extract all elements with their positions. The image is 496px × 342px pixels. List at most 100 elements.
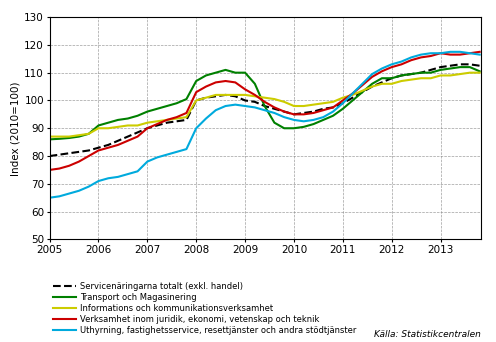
Uthyrning, fastighetsservice, resettjänster och andra stödtjänster (223, 104, 229, 108)
Verksamhet inom juridik, ekonomi, vetenskap och teknik (154, 122, 160, 126)
Verksamhet inom juridik, ekonomi, vetenskap och teknik (184, 111, 189, 115)
Servicenäringarna totalt (exkl. handel) (174, 119, 180, 123)
Informations och kommunikationsverksamhet (76, 133, 82, 137)
Servicenäringarna totalt (exkl. handel) (457, 62, 463, 66)
Informations och kommunikationsverksamhet (86, 132, 92, 136)
Uthyrning, fastighetsservice, resettjänster och andra stödtjänster (428, 51, 434, 55)
Verksamhet inom juridik, ekonomi, vetenskap och teknik (125, 139, 131, 143)
Verksamhet inom juridik, ekonomi, vetenskap och teknik (457, 53, 463, 57)
Uthyrning, fastighetsservice, resettjänster och andra stödtjänster (115, 175, 121, 179)
Servicenäringarna totalt (exkl. handel) (350, 96, 356, 100)
Informations och kommunikationsverksamhet (398, 79, 404, 83)
Servicenäringarna totalt (exkl. handel) (379, 80, 385, 84)
Verksamhet inom juridik, ekonomi, vetenskap och teknik (379, 69, 385, 73)
Servicenäringarna totalt (exkl. handel) (408, 72, 414, 76)
Verksamhet inom juridik, ekonomi, vetenskap och teknik (389, 65, 395, 69)
Transport och Magasinering (86, 132, 92, 136)
Servicenäringarna totalt (exkl. handel) (47, 154, 53, 158)
Transport och Magasinering (242, 70, 248, 75)
Transport och Magasinering (428, 70, 434, 75)
Transport och Magasinering (320, 118, 326, 122)
Transport och Magasinering (379, 76, 385, 80)
Transport och Magasinering (96, 123, 102, 128)
Transport och Magasinering (125, 117, 131, 121)
Servicenäringarna totalt (exkl. handel) (389, 76, 395, 80)
Transport och Magasinering (223, 68, 229, 72)
Servicenäringarna totalt (exkl. handel) (291, 112, 297, 116)
Servicenäringarna totalt (exkl. handel) (320, 107, 326, 111)
Verksamhet inom juridik, ekonomi, vetenskap och teknik (96, 148, 102, 153)
Servicenäringarna totalt (exkl. handel) (115, 139, 121, 143)
Informations och kommunikationsverksamhet (125, 123, 131, 128)
Informations och kommunikationsverksamhet (203, 96, 209, 100)
Transport och Magasinering (203, 74, 209, 78)
Informations och kommunikationsverksamhet (193, 98, 199, 103)
Servicenäringarna totalt (exkl. handel) (360, 90, 366, 94)
Informations och kommunikationsverksamhet (66, 134, 72, 139)
Verksamhet inom juridik, ekonomi, vetenskap och teknik (467, 51, 473, 55)
Informations och kommunikationsverksamhet (232, 93, 238, 97)
Servicenäringarna totalt (exkl. handel) (271, 107, 277, 111)
Servicenäringarna totalt (exkl. handel) (134, 130, 140, 134)
Servicenäringarna totalt (exkl. handel) (125, 134, 131, 139)
Servicenäringarna totalt (exkl. handel) (223, 93, 229, 97)
Uthyrning, fastighetsservice, resettjänster och andra stödtjänster (350, 91, 356, 95)
Verksamhet inom juridik, ekonomi, vetenskap och teknik (350, 91, 356, 95)
Informations och kommunikationsverksamhet (184, 115, 189, 119)
Servicenäringarna totalt (exkl. handel) (428, 68, 434, 72)
Transport och Magasinering (213, 70, 219, 75)
Informations och kommunikationsverksamhet (105, 126, 111, 130)
Uthyrning, fastighetsservice, resettjänster och andra stödtjänster (232, 103, 238, 107)
Uthyrning, fastighetsservice, resettjänster och andra stödtjänster (164, 153, 170, 157)
Servicenäringarna totalt (exkl. handel) (340, 101, 346, 105)
Transport och Magasinering (47, 137, 53, 142)
Transport och Magasinering (174, 101, 180, 105)
Informations och kommunikationsverksamhet (457, 72, 463, 76)
Verksamhet inom juridik, ekonomi, vetenskap och teknik (76, 159, 82, 164)
Verksamhet inom juridik, ekonomi, vetenskap och teknik (310, 111, 316, 115)
Y-axis label: Index (2010=100): Index (2010=100) (10, 81, 20, 175)
Transport och Magasinering (57, 137, 62, 141)
Verksamhet inom juridik, ekonomi, vetenskap och teknik (193, 90, 199, 94)
Informations och kommunikationsverksamhet (330, 100, 336, 104)
Verksamhet inom juridik, ekonomi, vetenskap och teknik (320, 108, 326, 112)
Transport och Magasinering (115, 118, 121, 122)
Informations och kommunikationsverksamhet (320, 101, 326, 105)
Uthyrning, fastighetsservice, resettjänster och andra stödtjänster (174, 150, 180, 154)
Transport och Magasinering (408, 72, 414, 76)
Transport och Magasinering (437, 68, 443, 72)
Uthyrning, fastighetsservice, resettjänster och andra stödtjänster (477, 53, 483, 57)
Uthyrning, fastighetsservice, resettjänster och andra stödtjänster (301, 119, 307, 123)
Transport och Magasinering (330, 114, 336, 118)
Uthyrning, fastighetsservice, resettjänster och andra stödtjänster (369, 72, 375, 76)
Verksamhet inom juridik, ekonomi, vetenskap och teknik (174, 115, 180, 119)
Line: Verksamhet inom juridik, ekonomi, vetenskap och teknik: Verksamhet inom juridik, ekonomi, vetens… (50, 52, 480, 170)
Verksamhet inom juridik, ekonomi, vetenskap och teknik (418, 55, 424, 60)
Uthyrning, fastighetsservice, resettjänster och andra stödtjänster (76, 189, 82, 193)
Verksamhet inom juridik, ekonomi, vetenskap och teknik (340, 98, 346, 103)
Transport och Magasinering (193, 79, 199, 83)
Servicenäringarna totalt (exkl. handel) (310, 109, 316, 114)
Verksamhet inom juridik, ekonomi, vetenskap och teknik (105, 146, 111, 150)
Verksamhet inom juridik, ekonomi, vetenskap och teknik (271, 105, 277, 109)
Transport och Magasinering (477, 69, 483, 73)
Informations och kommunikationsverksamhet (115, 125, 121, 129)
Verksamhet inom juridik, ekonomi, vetenskap och teknik (115, 143, 121, 147)
Verksamhet inom juridik, ekonomi, vetenskap och teknik (242, 87, 248, 91)
Verksamhet inom juridik, ekonomi, vetenskap och teknik (223, 79, 229, 83)
Verksamhet inom juridik, ekonomi, vetenskap och teknik (66, 164, 72, 168)
Servicenäringarna totalt (exkl. handel) (144, 126, 150, 130)
Verksamhet inom juridik, ekonomi, vetenskap och teknik (477, 50, 483, 54)
Informations och kommunikationsverksamhet (57, 134, 62, 139)
Transport och Magasinering (184, 97, 189, 101)
Verksamhet inom juridik, ekonomi, vetenskap och teknik (301, 112, 307, 116)
Servicenäringarna totalt (exkl. handel) (105, 143, 111, 147)
Informations och kommunikationsverksamhet (154, 119, 160, 123)
Transport och Magasinering (291, 126, 297, 130)
Transport och Magasinering (467, 65, 473, 69)
Informations och kommunikationsverksamhet (379, 82, 385, 86)
Transport och Magasinering (418, 70, 424, 75)
Uthyrning, fastighetsservice, resettjänster och andra stödtjänster (340, 101, 346, 105)
Servicenäringarna totalt (exkl. handel) (96, 146, 102, 150)
Uthyrning, fastighetsservice, resettjänster och andra stödtjänster (184, 147, 189, 151)
